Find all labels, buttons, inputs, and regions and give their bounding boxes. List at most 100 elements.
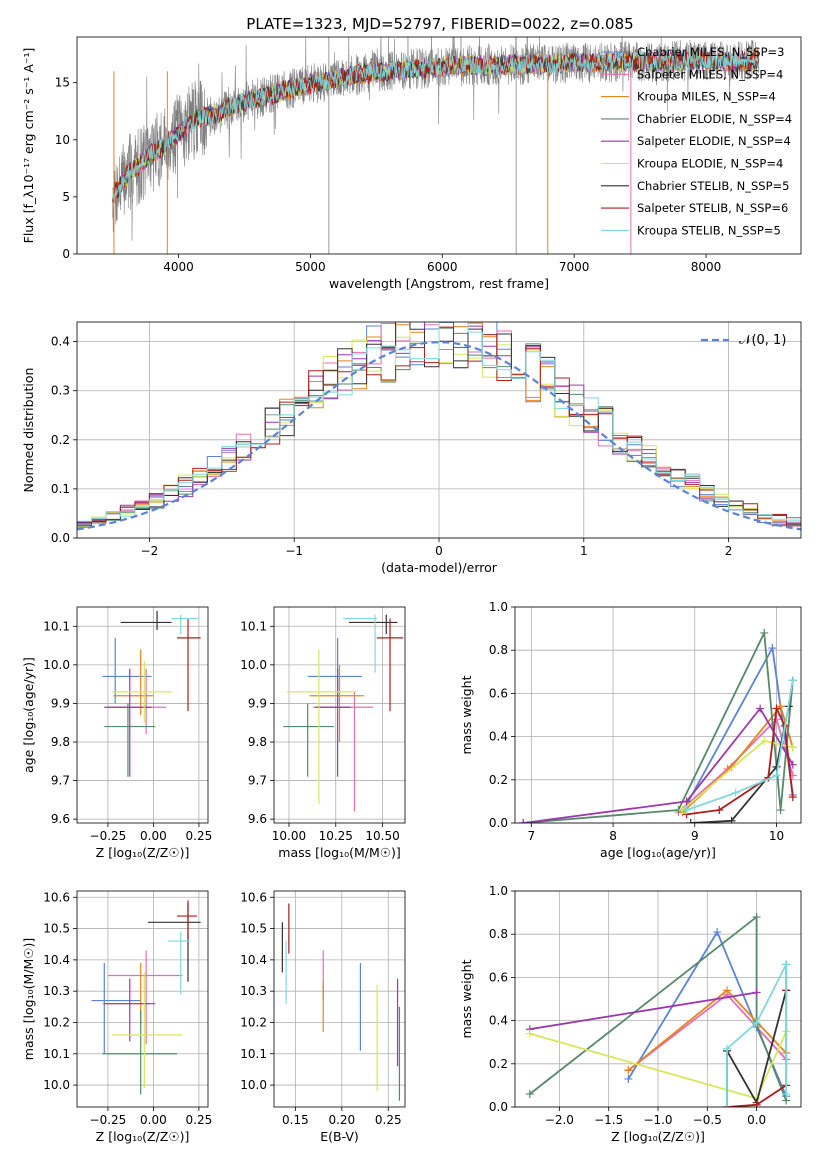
legend-label: Kroupa STELIB, N_SSP=5: [637, 223, 781, 237]
weight-marker: [727, 816, 736, 823]
weight-marker: [772, 762, 781, 771]
y-tick-label: 15: [55, 76, 70, 90]
weight-marker: [772, 704, 781, 713]
axes-frame: [76, 36, 802, 255]
weight-line: [529, 991, 757, 1031]
legend-label: Salpeter ELODIE, N_SSP=4: [637, 134, 791, 148]
y-tick-label: 0.1: [51, 482, 70, 496]
plot-content: [281, 903, 401, 1101]
plot-content: [519, 628, 797, 823]
axes-frame: [76, 890, 209, 1108]
x-axis-label: Z [log₁₀(Z/Z☉)]: [611, 1129, 705, 1144]
y-tick-label: 10.3: [43, 984, 70, 998]
y-axis-label: Normed distribution: [21, 368, 36, 493]
plot-weight-vs-Z: −2.0 −1.5 −1.0 −0.5 0.0 0.0 0.2 0.4 0.6 0.8 1.0 Z […: [459, 884, 802, 1144]
residual-histogram: [77, 322, 801, 522]
errorbar-point: [102, 1009, 178, 1095]
y-tick-label: 0.0: [489, 816, 508, 830]
weight-line: [677, 718, 794, 813]
weight-marker: [723, 1044, 732, 1053]
weight-marker: [756, 704, 765, 713]
weight-marker: [752, 1018, 761, 1027]
x-tick-label: −1.0: [643, 1113, 672, 1127]
y-tick-label: 0.4: [489, 1014, 508, 1028]
errorbar-point: [120, 610, 172, 631]
errorbar-point: [171, 614, 199, 634]
weight-marker: [760, 736, 769, 745]
y-tick-label: 10.1: [43, 619, 70, 633]
y-tick-label: 0.2: [489, 1057, 508, 1071]
weight-marker: [731, 788, 740, 797]
y-tick-label: 0.2: [51, 433, 70, 447]
x-tick-label: 9: [691, 829, 699, 843]
x-tick-label: −2: [141, 544, 159, 558]
plot-area: [77, 607, 208, 823]
errorbar-point: [287, 649, 357, 804]
errorbar-point: [343, 614, 377, 673]
weight-marker: [682, 797, 691, 806]
y-tick-label: 0.8: [489, 643, 508, 657]
x-tick-label: 8: [609, 829, 617, 843]
x-tick-label: 1: [580, 544, 588, 558]
y-tick-label: 10.1: [240, 619, 267, 633]
x-tick-label: 7000: [559, 260, 590, 274]
x-axis-label: (data-model)/error: [381, 560, 498, 575]
weight-marker: [752, 1100, 761, 1107]
y-tick-label: 10.6: [43, 890, 70, 904]
y-tick-label: 9.7: [248, 774, 267, 788]
x-axis-label: Z [log₁₀(Z/Z☉)]: [96, 845, 190, 860]
y-tick-label: 0.0: [51, 531, 70, 545]
legend-label: Kroupa ELODIE, N_SSP=4: [637, 157, 783, 171]
y-tick-label: 10.0: [240, 658, 267, 672]
plot-content: [112, 37, 760, 254]
y-tick-label: 10.1: [240, 1047, 267, 1061]
x-tick-label: −0.25: [90, 829, 127, 843]
legend-label: Chabrier ELODIE, N_SSP=4: [637, 112, 792, 126]
plot-residuals: −2 −1 0 1 2 0.0 0.1 0.2 0.3 0.4 (data-model)/error…: [21, 321, 802, 575]
weight-marker: [713, 928, 722, 937]
y-tick-label: 0: [62, 247, 70, 261]
weight-line: [686, 707, 794, 816]
legend-label: 𝒩(0, 1): [739, 333, 786, 348]
errorbar-point: [167, 931, 190, 995]
x-axis-label: E(B-V): [320, 1129, 359, 1144]
y-tick-label: 0.6: [489, 686, 508, 700]
x-tick-label: 10: [769, 829, 784, 843]
weight-marker: [752, 988, 761, 997]
y-tick-label: 9.9: [248, 696, 267, 710]
plot-mass-vs-EBV: 0.15 0.20 0.25 10.0 10.1 10.2 10.3 10.4 10.5 10.6…: [240, 890, 406, 1144]
y-axis-label: mass weight: [459, 959, 474, 1038]
weight-marker: [760, 628, 769, 637]
weight-marker: [788, 760, 797, 769]
weight-marker: [752, 912, 761, 921]
weight-marker: [624, 1066, 633, 1075]
x-tick-label: 2: [725, 544, 733, 558]
x-tick-label: 0.25: [186, 829, 213, 843]
y-tick-label: 10: [55, 133, 70, 147]
plot-area: [77, 891, 208, 1107]
errorbar-point: [177, 618, 201, 712]
y-tick-label: 1.0: [489, 600, 508, 614]
model-spectrum-line: [112, 50, 760, 203]
plot-content: [525, 912, 791, 1107]
x-tick-label: 0.15: [282, 1113, 309, 1127]
y-tick-label: 9.9: [51, 696, 70, 710]
errorbar-point: [107, 950, 183, 1045]
errorbar-point: [315, 668, 351, 777]
x-tick-label: −0.25: [90, 1113, 127, 1127]
x-tick-label: 0.00: [140, 829, 167, 843]
y-tick-label: 0.3: [51, 384, 70, 398]
x-tick-label: 10.25: [319, 829, 353, 843]
y-tick-label: 0.4: [51, 335, 70, 349]
x-axis-label: age [log₁₀(age/yr)]: [600, 845, 716, 860]
x-tick-label: −0.5: [693, 1113, 722, 1127]
x-tick-label: −1.5: [594, 1113, 623, 1127]
x-axis-label: mass [log₁₀(M/M☉)]: [278, 845, 400, 860]
weight-marker: [782, 1090, 791, 1099]
errorbar-point: [102, 637, 152, 704]
weight-marker: [772, 771, 781, 780]
weight-marker: [525, 1090, 534, 1099]
x-tick-label: 0.00: [140, 1113, 167, 1127]
y-tick-label: 9.6: [51, 812, 70, 826]
